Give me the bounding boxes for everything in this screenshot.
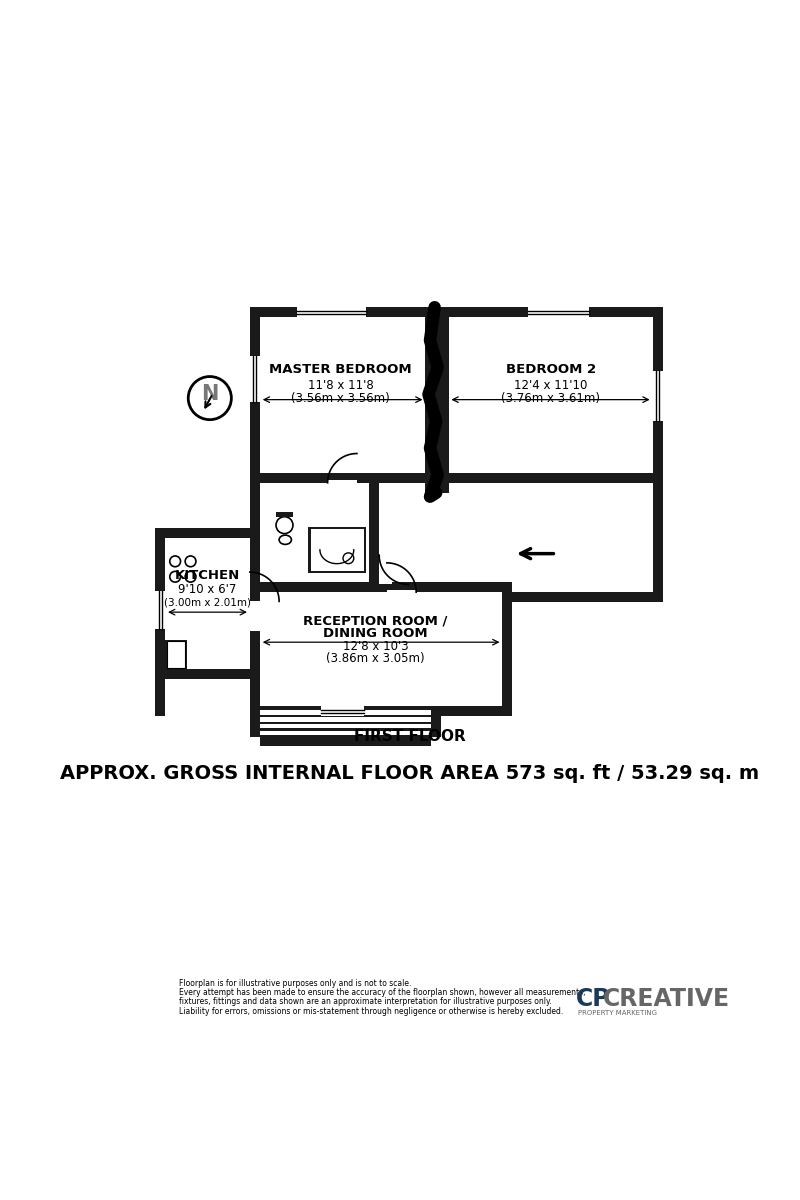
Bar [449, 317, 653, 482]
Bar [250, 706, 441, 737]
Bar [250, 601, 262, 631]
Bar [260, 716, 430, 721]
Text: DINING ROOM: DINING ROOM [323, 628, 428, 641]
Bar [155, 670, 165, 716]
Text: FIRST FLOOR: FIRST FLOOR [354, 730, 466, 744]
Text: 12'8 x 10'3: 12'8 x 10'3 [342, 640, 408, 653]
Bar [260, 731, 430, 736]
Bar [426, 307, 449, 493]
Bar [260, 724, 430, 728]
Bar [166, 642, 185, 667]
Bar [250, 473, 390, 602]
Bar [328, 480, 357, 493]
Text: APPROX. GROSS INTERNAL FLOOR AREA 573 sq. ft / 53.29 sq. m: APPROX. GROSS INTERNAL FLOOR AREA 573 sq… [61, 764, 759, 784]
Bar [379, 482, 653, 592]
Bar [260, 482, 379, 592]
Bar [166, 642, 185, 667]
Text: BEDROOM 2: BEDROOM 2 [506, 364, 596, 376]
Text: PROPERTY MARKETING: PROPERTY MARKETING [578, 1009, 657, 1015]
Bar [250, 493, 260, 539]
Text: 12'4 x 11'10: 12'4 x 11'10 [514, 378, 587, 391]
Text: (3.56m x 3.56m): (3.56m x 3.56m) [291, 391, 390, 404]
Bar [276, 512, 293, 517]
Text: KITCHEN: KITCHEN [175, 570, 240, 582]
Text: Every attempt has been made to ensure the accuracy of the floorplan shown, howev: Every attempt has been made to ensure th… [179, 988, 586, 997]
Bar [310, 529, 364, 570]
Bar [155, 528, 260, 679]
Text: CREATIVE: CREATIVE [602, 986, 730, 1010]
Text: 9'10 x 6'7: 9'10 x 6'7 [178, 583, 237, 596]
Bar [379, 556, 391, 584]
Bar [250, 582, 513, 716]
Text: 11'8 x 11'8: 11'8 x 11'8 [308, 378, 374, 391]
Bar [297, 307, 366, 317]
Text: RECEPTION ROOM /: RECEPTION ROOM / [303, 614, 447, 628]
Text: Floorplan is for illustrative purposes only and is not to scale.: Floorplan is for illustrative purposes o… [179, 979, 411, 988]
Bar [165, 640, 186, 670]
Text: fixtures, fittings and data shown are an approximate interpretation for illustra: fixtures, fittings and data shown are an… [179, 997, 552, 1007]
Bar [369, 473, 662, 602]
Bar [250, 307, 662, 493]
Bar [260, 737, 430, 746]
Bar [165, 539, 250, 670]
Text: (3.76m x 3.61m): (3.76m x 3.61m) [502, 391, 601, 404]
Text: CP: CP [575, 986, 610, 1010]
Bar [260, 592, 502, 706]
Text: (3.86m x 3.05m): (3.86m x 3.05m) [326, 652, 425, 665]
Bar [528, 307, 590, 317]
Bar [155, 590, 165, 629]
Text: N: N [201, 384, 218, 404]
Bar [308, 527, 366, 572]
Bar [653, 371, 662, 421]
Bar [387, 590, 416, 602]
Bar [250, 355, 260, 402]
Bar [322, 706, 364, 716]
Text: (3.00m x 2.01m): (3.00m x 2.01m) [164, 598, 251, 607]
Text: MASTER BEDROOM: MASTER BEDROOM [270, 364, 412, 376]
Bar [260, 317, 426, 482]
Text: Liability for errors, omissions or mis-statement through negligence or otherwise: Liability for errors, omissions or mis-s… [179, 1007, 563, 1015]
Bar [260, 710, 430, 714]
